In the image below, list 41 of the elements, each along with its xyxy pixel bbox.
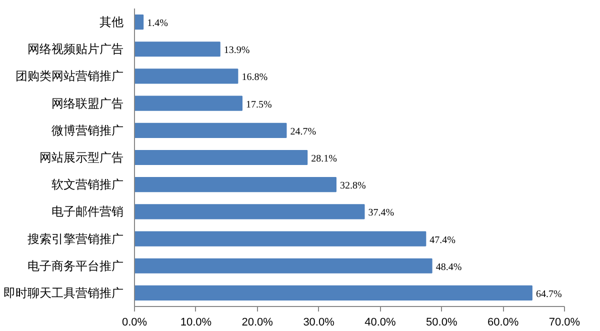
data-label: 32.8% (340, 180, 366, 192)
y-tick-label: 即时聊天工具营销推广 (4, 286, 124, 300)
data-label: 37.4% (368, 208, 394, 219)
bar (134, 258, 432, 274)
y-tick-label: 网络视频贴片广告 (28, 42, 124, 56)
data-label: 48.4% (436, 262, 462, 273)
bar (134, 122, 287, 138)
bar (134, 96, 242, 111)
y-tick-label: 软文营销推广 (52, 178, 124, 192)
bar (134, 204, 365, 220)
bar (134, 177, 336, 192)
bar (134, 14, 144, 30)
x-tick-label: 50.0% (426, 316, 458, 328)
y-tick-label: 电子商务平台推广 (28, 258, 124, 273)
bar (134, 68, 238, 84)
y-tick-label: 团购类网站营销推广 (16, 69, 124, 84)
x-tick-label: 0.0% (122, 316, 148, 328)
y-tick-label: 网络联盟广告 (52, 96, 124, 110)
data-label: 17.5% (246, 99, 272, 110)
y-tick-label: 电子邮件营销 (52, 204, 124, 219)
x-tick-label: 60.0% (487, 316, 519, 328)
data-label: 64.7% (536, 288, 562, 300)
bar (134, 285, 532, 300)
bar (134, 150, 308, 166)
x-tick-label: 10.0% (180, 316, 212, 328)
data-label: 1.4% (147, 18, 168, 30)
y-tick-label: 网站展示型广告 (40, 150, 124, 164)
y-tick-label: 搜索引擎营销推广 (28, 232, 124, 246)
x-tick-label: 20.0% (242, 316, 274, 328)
bar (134, 42, 220, 57)
data-label: 13.9% (224, 45, 250, 56)
data-label: 28.1% (311, 154, 337, 164)
x-tick-label: 40.0% (364, 316, 396, 328)
x-tick-label: 70.0% (548, 316, 580, 328)
data-label: 24.7% (290, 126, 316, 138)
data-label: 16.8% (242, 72, 268, 84)
bar (134, 231, 426, 246)
data-label: 47.4% (430, 234, 456, 246)
y-tick-label: 微博营销推广 (52, 123, 124, 138)
x-tick-label: 30.0% (303, 316, 335, 328)
y-tick-label: 其他 (100, 15, 124, 30)
